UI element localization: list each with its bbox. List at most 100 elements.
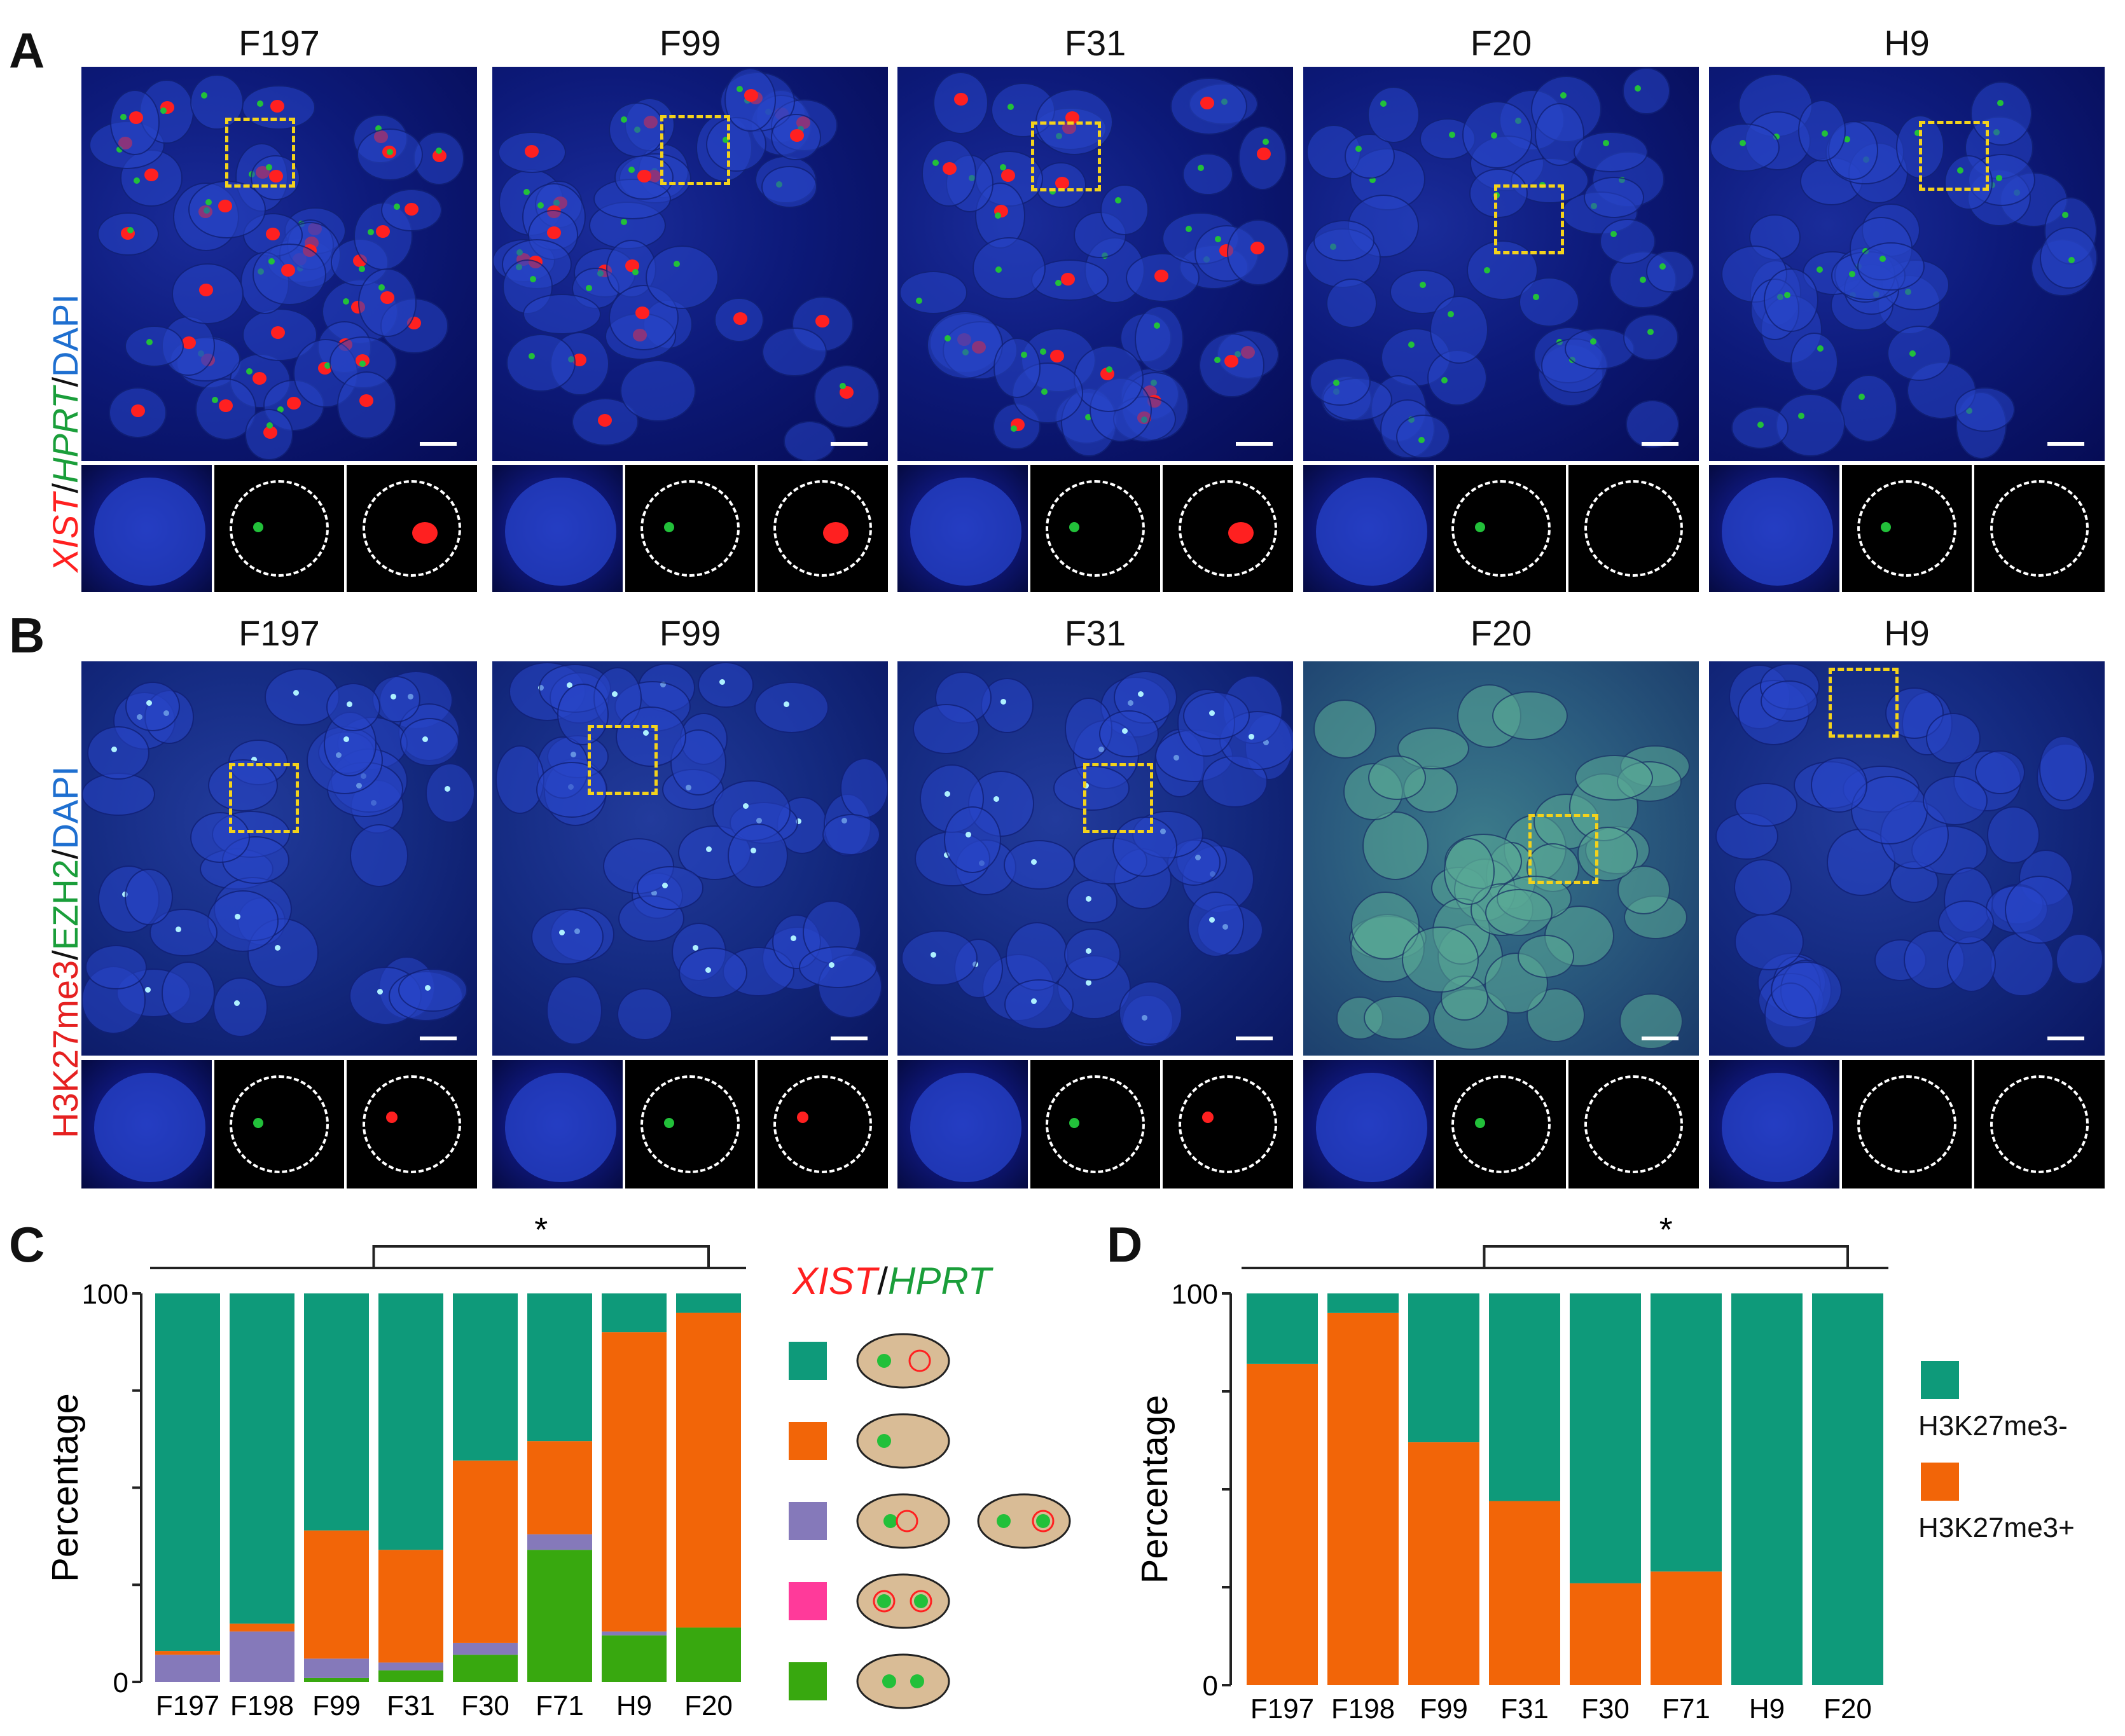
- bar-segment: [602, 1635, 667, 1682]
- xist-signal: [597, 413, 612, 427]
- hprt-signal: [1483, 266, 1490, 273]
- legend-c-xist-cloud: [896, 1510, 918, 1533]
- nucleus-shape: [2039, 735, 2087, 801]
- panel-a-inset-4-blue: [1709, 465, 1839, 592]
- nucleus-shape: [973, 237, 1046, 300]
- y-tick-label: 0: [1203, 1671, 1218, 1702]
- hprt-signal: [205, 198, 212, 205]
- nucleus-shape: [616, 706, 687, 768]
- xist-signal: [1001, 169, 1016, 183]
- xist-signal: [404, 202, 419, 216]
- scale-bar: [1642, 442, 1679, 446]
- bar-segment: [602, 1293, 667, 1333]
- h3k27me3-signal: [390, 693, 396, 699]
- xist-signal: [271, 326, 286, 339]
- roi-box: [1919, 121, 1989, 191]
- bar-segment: [304, 1658, 369, 1678]
- bar-segment: [155, 1293, 220, 1651]
- panel-b-inset-4-red: [1974, 1060, 2105, 1188]
- nucleus-outline: [230, 1075, 329, 1173]
- nucleus-outline: [362, 1075, 462, 1173]
- nucleus-shape: [1004, 979, 1074, 1030]
- nucleus-shape: [620, 360, 696, 422]
- nucleus-shape: [531, 908, 604, 965]
- bracket-right: [592, 1245, 710, 1268]
- nucleus-shape: [1362, 811, 1429, 881]
- green-signal: [1069, 522, 1080, 532]
- green-signal: [664, 1117, 675, 1128]
- x-tick-label: F197: [156, 1690, 219, 1721]
- hprt-signal: [1154, 322, 1161, 329]
- hprt-signal: [1659, 263, 1666, 270]
- nucleus-outline: [640, 1075, 740, 1173]
- x-tick-label: H9: [1749, 1693, 1785, 1725]
- bar-segment: [527, 1550, 592, 1682]
- legend-c-xist-cloud: [908, 1349, 931, 1372]
- hprt-signal: [1773, 134, 1780, 141]
- green-signal: [664, 522, 675, 532]
- h3k27me3-signal: [558, 930, 565, 936]
- hprt-signal: [1214, 357, 1221, 364]
- nucleus-shape: [523, 293, 602, 334]
- xist-signal: [1055, 177, 1069, 190]
- panel-a-title-2: F31: [1064, 23, 1126, 63]
- legend-d-swatch-negative: [1921, 1361, 1959, 1399]
- xist-signal: [635, 307, 650, 320]
- red-signal: [1201, 1111, 1214, 1123]
- hprt-signal: [585, 284, 592, 291]
- hprt-signal: [1997, 100, 2004, 107]
- nucleus-shape: [913, 703, 979, 754]
- legend-c-swatch: [789, 1582, 827, 1620]
- h3k27me3-signal: [1086, 895, 1092, 902]
- hprt-signal: [200, 92, 207, 99]
- h3k27me3-signal: [931, 951, 937, 958]
- h3k27me3-signal: [275, 945, 281, 951]
- bar-segment: [1247, 1363, 1318, 1685]
- bar-segment: [1408, 1293, 1479, 1443]
- panel-b-inset-2-green: [1030, 1060, 1161, 1188]
- nucleus-shape: [646, 245, 719, 309]
- bar-segment: [230, 1293, 294, 1624]
- nucleus-shape: [1574, 754, 1653, 801]
- red-signal: [796, 1111, 808, 1123]
- panel-a-inset-1-blue: [492, 465, 623, 592]
- nucleus-shape: [495, 745, 545, 814]
- h3k27me3-signal: [751, 848, 757, 854]
- h3k27me3-signal: [966, 832, 972, 838]
- h3k27me3-signal: [993, 796, 999, 803]
- nucleus-shape: [1118, 981, 1182, 1045]
- nucleus-shape: [2005, 876, 2074, 944]
- h3k27me3-signal: [235, 914, 241, 920]
- legend-c: [789, 1333, 1071, 1709]
- legend-c-swatch: [789, 1342, 827, 1380]
- roi-box: [225, 118, 295, 188]
- nucleus-shape: [398, 968, 467, 1012]
- y-axis-label: Percentage: [45, 1393, 86, 1582]
- xist-signal: [359, 394, 374, 407]
- xist-signal: [218, 399, 233, 412]
- nucleus-shape: [124, 868, 173, 925]
- h3k27me3-signal: [422, 736, 429, 742]
- panel-d-letter: D: [1107, 1216, 1143, 1272]
- roi-box: [229, 763, 299, 833]
- hprt-signal: [146, 338, 153, 345]
- panel-a-inset-2-red: [1163, 465, 1293, 592]
- xist-signal: [1065, 111, 1079, 124]
- panel-b-inset-1-green: [625, 1060, 756, 1188]
- h3k27me3-signal: [251, 757, 257, 763]
- nucleus-outline: [773, 480, 873, 577]
- nucleus-shape: [1135, 305, 1184, 372]
- bar-segment: [1408, 1442, 1479, 1685]
- hprt-signal: [620, 116, 627, 123]
- h3k27me3-signal: [1208, 710, 1215, 716]
- hprt-signal: [212, 397, 219, 404]
- panel-a-inset-0-red: [347, 465, 477, 592]
- legend-c-hprt-dot: [877, 1354, 891, 1368]
- legend-c-swatch: [789, 1662, 827, 1700]
- nucleus-shape: [213, 977, 268, 1037]
- xist-signal: [733, 312, 747, 325]
- nucleus-shape: [207, 759, 278, 812]
- hprt-signal: [393, 203, 400, 210]
- bar-segment: [676, 1293, 741, 1313]
- xist-signal: [943, 162, 957, 176]
